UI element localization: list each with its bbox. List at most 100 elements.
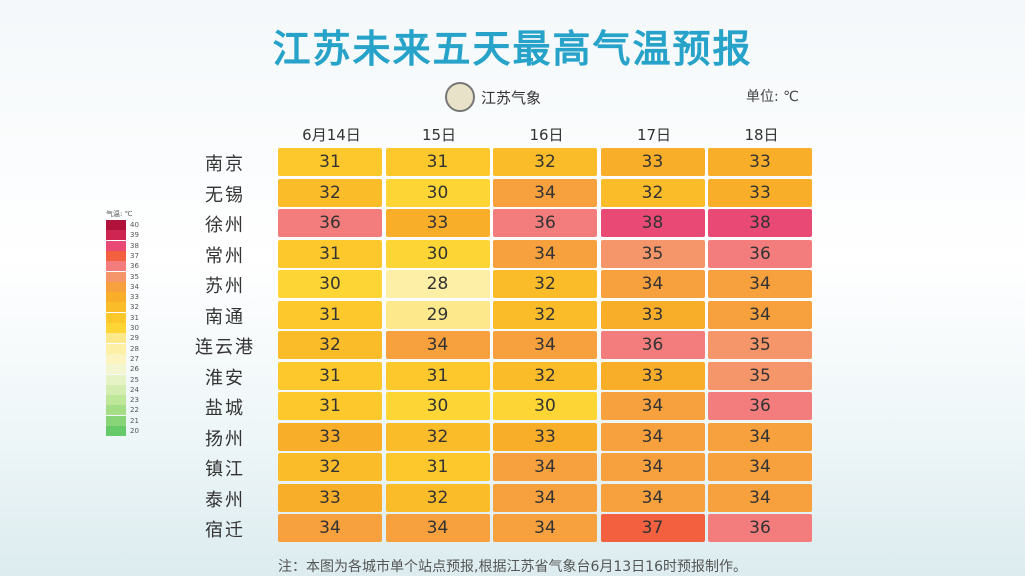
legend-label: 28	[130, 344, 139, 353]
temperature-cell: 31	[278, 392, 382, 420]
legend-label: 21	[130, 416, 139, 425]
temperature-cell: 33	[600, 300, 705, 329]
temperature-cell: 34	[600, 483, 705, 512]
legend-swatch	[106, 395, 126, 406]
temperature-cell: 32	[278, 453, 382, 481]
temperature-cell: 31	[385, 453, 490, 481]
row-label: 南京	[205, 154, 245, 175]
row-label: 徐州	[205, 215, 245, 236]
legend-swatch	[106, 292, 126, 303]
temperature-cell: 33	[278, 483, 382, 512]
temperature-cell: 34	[600, 453, 705, 481]
row-label: 扬州	[205, 428, 245, 450]
legend-label: 29	[130, 334, 139, 343]
temperature-cell: 38	[600, 209, 705, 237]
legend-swatch	[106, 374, 126, 385]
legend-swatch	[106, 261, 126, 272]
temperature-cell: 30	[385, 239, 490, 268]
legend-title: 气温: ℃	[106, 210, 133, 218]
temperature-cell: 32	[493, 270, 597, 298]
legend-label: 38	[130, 241, 139, 250]
temperature-cell: 33	[708, 148, 812, 176]
legend-label: 27	[130, 354, 139, 363]
temperature-cell: 34	[493, 239, 597, 268]
temperature-cell: 34	[493, 514, 597, 542]
temperature-cell: 34	[385, 331, 490, 359]
temperature-cell: 34	[600, 270, 705, 298]
unit: 单位: ℃	[746, 89, 799, 105]
logo-icon	[445, 82, 475, 112]
temperature-cell: 33	[600, 148, 705, 176]
temperature-cell: 34	[493, 331, 597, 359]
legend-swatch	[106, 281, 126, 292]
temperature-cell: 36	[278, 209, 382, 237]
temperature-cell: 31	[278, 300, 382, 329]
legend-label: 40	[130, 221, 139, 229]
row-label: 镇江	[205, 459, 245, 480]
temperature-cell: 31	[278, 239, 382, 268]
legend-label: 23	[130, 396, 139, 405]
temperature-cell: 31	[278, 361, 382, 390]
temperature-cell: 36	[708, 392, 812, 420]
legend-label: 22	[130, 406, 139, 415]
temperature-cell: 34	[708, 300, 812, 329]
title: 江苏未来五天最高气温预报	[272, 27, 753, 71]
legend-label: 35	[130, 272, 139, 281]
temperature-cell: 37	[600, 514, 705, 542]
column-header: 15日	[421, 126, 457, 144]
legend-label: 36	[130, 262, 139, 271]
column-header: 18日	[744, 126, 779, 144]
temperature-cell: 32	[385, 483, 490, 512]
temperature-cell: 32	[278, 178, 382, 207]
temperature-cell: 32	[493, 148, 597, 176]
temperature-cell: 35	[708, 331, 812, 359]
row-label: 连云港	[195, 337, 255, 358]
legend-label: 20	[130, 427, 139, 435]
legend-swatch	[106, 240, 126, 251]
logo-text: 江苏气象	[481, 88, 542, 107]
legend-label: 24	[130, 385, 139, 394]
temperature-cell: 30	[493, 392, 597, 420]
temperature-cell: 36	[708, 514, 812, 542]
legend-label: 33	[130, 293, 139, 302]
row-label: 淮安	[205, 367, 245, 389]
temperature-cell: 32	[278, 331, 382, 359]
temperature-cell: 34	[493, 178, 597, 207]
temperature-cell: 33	[278, 422, 382, 451]
temperature-cell: 34	[708, 483, 812, 512]
temperature-cell: 33	[385, 209, 490, 237]
legend-swatch	[106, 405, 126, 416]
legend-label: 31	[130, 313, 139, 322]
temperature-cell: 34	[708, 453, 812, 481]
temperature-cell: 34	[278, 514, 382, 542]
legend-swatch	[106, 364, 126, 375]
temperature-cell: 33	[600, 361, 705, 390]
row-label: 宿迁	[205, 520, 245, 541]
temperature-cell: 36	[600, 331, 705, 359]
temperature-cell: 30	[385, 392, 490, 420]
temperature-cell: 28	[385, 270, 490, 298]
temperature-cell: 31	[385, 361, 490, 390]
temperature-cell: 36	[493, 209, 597, 237]
legend-swatch	[106, 353, 126, 364]
temperature-cell: 35	[600, 239, 705, 268]
row-label: 无锡	[205, 184, 245, 206]
legend-swatch	[106, 312, 126, 323]
legend-swatch	[106, 415, 126, 426]
temperature-cell: 32	[600, 178, 705, 207]
column-header: 17日	[636, 126, 672, 144]
temperature-cell: 38	[708, 209, 812, 237]
temperature-cell: 34	[600, 392, 705, 420]
legend-label: 30	[130, 324, 139, 332]
legend-swatch	[106, 271, 126, 282]
legend-swatch	[106, 333, 126, 344]
temperature-cell: 32	[493, 361, 597, 390]
row-label: 盐城	[205, 398, 245, 419]
row-label: 苏州	[205, 276, 245, 297]
temperature-cell: 36	[708, 239, 812, 268]
legend-swatch	[106, 426, 126, 436]
column-header: 6月14日	[302, 126, 361, 144]
row-label: 南通	[205, 306, 245, 328]
legend-label: 26	[130, 365, 139, 374]
